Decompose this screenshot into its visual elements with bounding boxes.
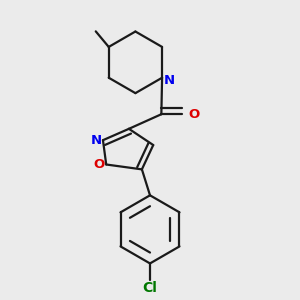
Text: N: N [164, 74, 175, 87]
Text: Cl: Cl [142, 281, 158, 295]
Text: O: O [188, 108, 200, 121]
Text: N: N [90, 134, 101, 147]
Text: O: O [93, 158, 105, 171]
